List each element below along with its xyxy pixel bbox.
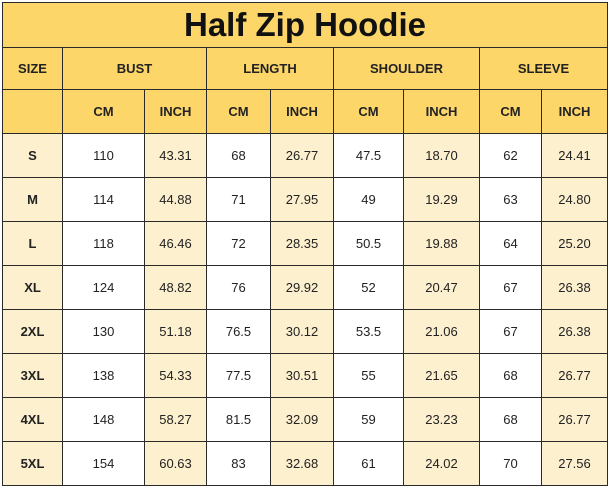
cm-value-cell: 72	[206, 221, 271, 266]
shoulder-header: SHOULDER	[333, 47, 480, 90]
inch-value-cell: 48.82	[144, 265, 207, 310]
inch-value-cell: 43.31	[144, 133, 207, 178]
length-header: LENGTH	[206, 47, 334, 90]
inch-value-cell: 60.63	[144, 441, 207, 486]
cm-value-cell: 55	[333, 353, 404, 398]
cm-value-cell: 53.5	[333, 309, 404, 354]
cm-value-cell: 70	[479, 441, 542, 486]
inch-value-cell: 30.12	[270, 309, 334, 354]
inch-value-cell: 19.29	[403, 177, 480, 222]
cm-value-cell: 71	[206, 177, 271, 222]
cm-value-cell: 130	[62, 309, 145, 354]
cm-value-cell: 67	[479, 265, 542, 310]
cm-value-cell: 154	[62, 441, 145, 486]
cm-value-cell: 110	[62, 133, 145, 178]
empty-subheader	[2, 89, 63, 134]
cm-value-cell: 68	[479, 397, 542, 442]
cm-value-cell: 124	[62, 265, 145, 310]
cm-subheader: CM	[479, 89, 542, 134]
inch-subheader: INCH	[541, 89, 608, 134]
inch-value-cell: 26.77	[541, 397, 608, 442]
cm-value-cell: 68	[206, 133, 271, 178]
inch-value-cell: 26.38	[541, 265, 608, 310]
inch-value-cell: 24.41	[541, 133, 608, 178]
inch-value-cell: 23.23	[403, 397, 480, 442]
table-row: XL 124 48.82 76 29.92 52 20.47 67 26.38	[2, 265, 608, 310]
cm-value-cell: 114	[62, 177, 145, 222]
inch-value-cell: 32.09	[270, 397, 334, 442]
inch-value-cell: 19.88	[403, 221, 480, 266]
cm-value-cell: 63	[479, 177, 542, 222]
cm-value-cell: 62	[479, 133, 542, 178]
cm-value-cell: 50.5	[333, 221, 404, 266]
size-cell: S	[2, 133, 63, 178]
cm-value-cell: 52	[333, 265, 404, 310]
size-cell: M	[2, 177, 63, 222]
inch-value-cell: 44.88	[144, 177, 207, 222]
cm-value-cell: 64	[479, 221, 542, 266]
size-cell: 3XL	[2, 353, 63, 398]
cm-value-cell: 59	[333, 397, 404, 442]
inch-value-cell: 26.77	[541, 353, 608, 398]
cm-value-cell: 138	[62, 353, 145, 398]
inch-value-cell: 30.51	[270, 353, 334, 398]
chart-title: Half Zip Hoodie	[2, 2, 608, 48]
size-chart-table: Half Zip Hoodie SIZE BUST LENGTH SHOULDE…	[2, 2, 608, 486]
inch-value-cell: 20.47	[403, 265, 480, 310]
inch-value-cell: 27.95	[270, 177, 334, 222]
table-row: M 114 44.88 71 27.95 49 19.29 63 24.80	[2, 177, 608, 222]
inch-value-cell: 54.33	[144, 353, 207, 398]
cm-value-cell: 83	[206, 441, 271, 486]
size-cell: 5XL	[2, 441, 63, 486]
cm-value-cell: 76	[206, 265, 271, 310]
inch-value-cell: 51.18	[144, 309, 207, 354]
size-cell: 4XL	[2, 397, 63, 442]
table-row: S 110 43.31 68 26.77 47.5 18.70 62 24.41	[2, 133, 608, 178]
inch-value-cell: 18.70	[403, 133, 480, 178]
inch-subheader: INCH	[403, 89, 480, 134]
table-row: 3XL 138 54.33 77.5 30.51 55 21.65 68 26.77	[2, 353, 608, 398]
sleeve-header: SLEEVE	[479, 47, 608, 90]
cm-subheader: CM	[62, 89, 145, 134]
cm-value-cell: 49	[333, 177, 404, 222]
inch-value-cell: 24.02	[403, 441, 480, 486]
cm-value-cell: 118	[62, 221, 145, 266]
cm-subheader: CM	[206, 89, 271, 134]
inch-value-cell: 21.06	[403, 309, 480, 354]
inch-subheader: INCH	[270, 89, 334, 134]
size-header: SIZE	[2, 47, 63, 90]
cm-value-cell: 148	[62, 397, 145, 442]
inch-value-cell: 26.38	[541, 309, 608, 354]
inch-value-cell: 29.92	[270, 265, 334, 310]
cm-value-cell: 67	[479, 309, 542, 354]
bust-header: BUST	[62, 47, 207, 90]
inch-value-cell: 27.56	[541, 441, 608, 486]
size-cell: L	[2, 221, 63, 266]
cm-value-cell: 77.5	[206, 353, 271, 398]
cm-value-cell: 76.5	[206, 309, 271, 354]
table-row: 4XL 148 58.27 81.5 32.09 59 23.23 68 26.77	[2, 397, 608, 442]
inch-value-cell: 58.27	[144, 397, 207, 442]
table-row: L 118 46.46 72 28.35 50.5 19.88 64 25.20	[2, 221, 608, 266]
cm-subheader: CM	[333, 89, 404, 134]
table-row: 2XL 130 51.18 76.5 30.12 53.5 21.06 67 26.38	[2, 309, 608, 354]
cm-value-cell: 61	[333, 441, 404, 486]
inch-value-cell: 26.77	[270, 133, 334, 178]
cm-value-cell: 68	[479, 353, 542, 398]
inch-value-cell: 25.20	[541, 221, 608, 266]
inch-value-cell: 28.35	[270, 221, 334, 266]
cm-value-cell: 81.5	[206, 397, 271, 442]
size-cell: 2XL	[2, 309, 63, 354]
cm-value-cell: 47.5	[333, 133, 404, 178]
size-cell: XL	[2, 265, 63, 310]
inch-value-cell: 21.65	[403, 353, 480, 398]
inch-value-cell: 24.80	[541, 177, 608, 222]
inch-value-cell: 46.46	[144, 221, 207, 266]
table-row: 5XL 154 60.63 83 32.68 61 24.02 70 27.56	[2, 441, 608, 486]
inch-value-cell: 32.68	[270, 441, 334, 486]
inch-subheader: INCH	[144, 89, 207, 134]
